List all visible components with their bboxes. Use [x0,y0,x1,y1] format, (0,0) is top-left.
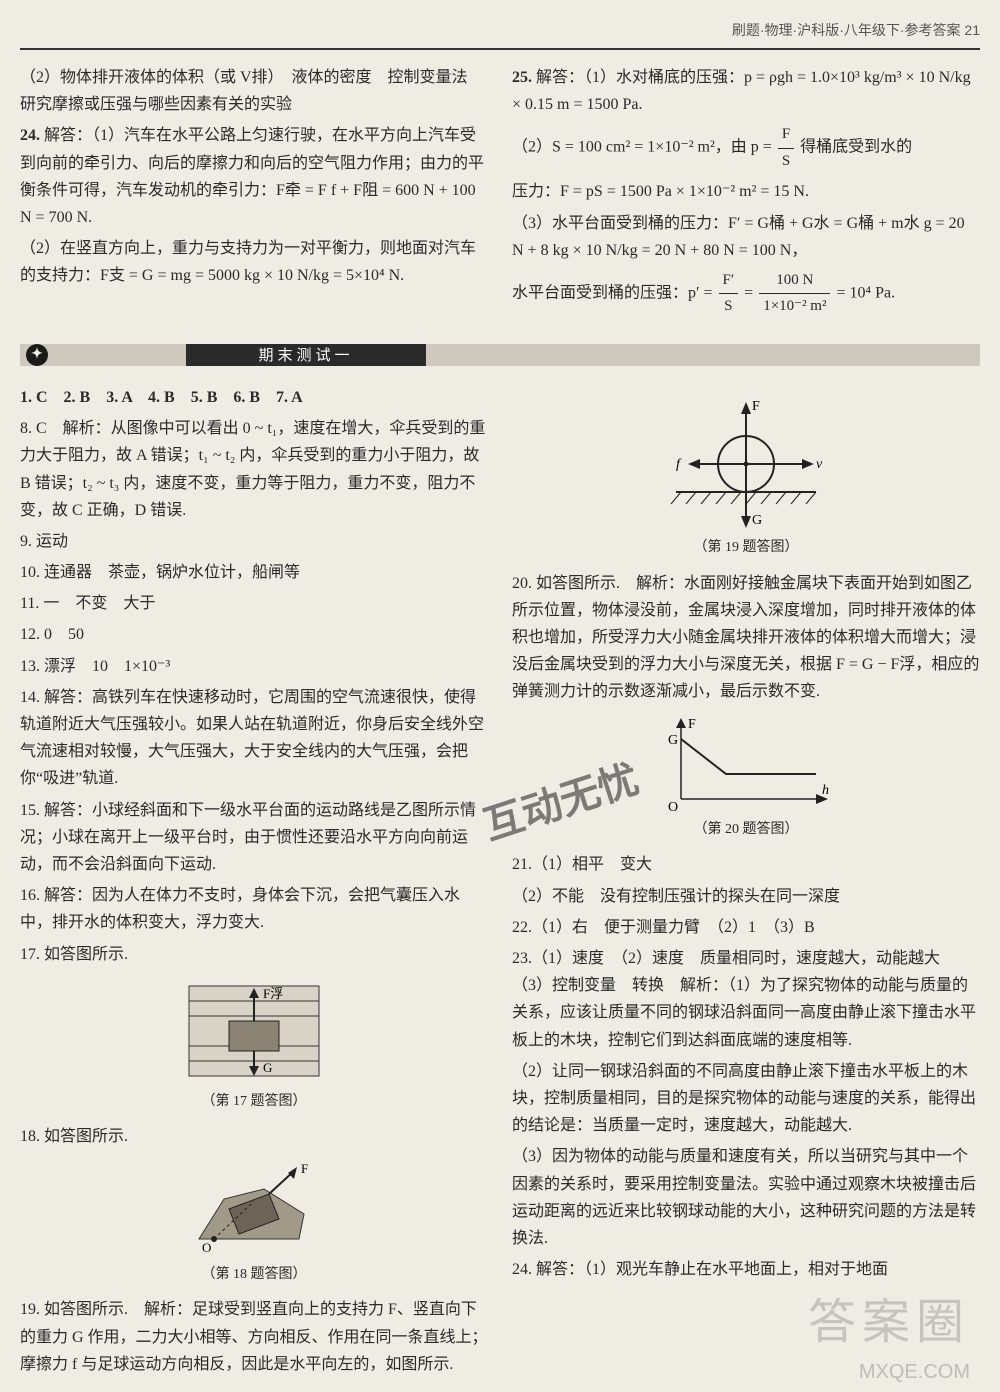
q22: 22.（1）右 便于测量力臂 （2）1 （3）B [512,914,980,941]
fig18-O: O [202,1240,211,1255]
fig20-O: O [668,800,678,814]
fig19-G: G [752,513,762,528]
q11: 11. 一 不变 大于 [20,590,488,617]
fig18-svg: O F [169,1159,339,1259]
fig19-v: v [816,457,823,472]
q19: 19. 如答图所示. 解析：足球受到竖直向上的支持力 F、竖直向下的重力 G 作… [20,1296,488,1378]
right-col: F v f G （第 19 题答图） 20. 如答图所示. 解析：水面刚好接触金… [512,384,980,1382]
fig20-G: G [668,733,678,748]
fig17: F浮 G [20,976,488,1086]
q25-5c: = [744,285,757,302]
running-head-text: 刷题·物理·沪科版·八年级下·参考答案 21 [732,22,980,38]
fig19-F: F [752,399,760,414]
q15: 15. 解答：小球经斜面和下一级水平台面的运动路线是乙图所示情况；小球在离开上一… [20,797,488,879]
q25-5a: 水平台面受到桶的压强：p′ = [512,285,717,302]
q25-5: 水平台面受到桶的压强：p′ = F′ S = 100 N 1×10⁻² m² =… [512,268,980,320]
top-left-col: （2）物体排开液体的体积（或 V排） 液体的密度 控制变量法 研究摩擦或压强与哪… [20,64,488,324]
cap17: （第 17 题答图） [20,1090,488,1114]
fig20-h: h [822,783,829,798]
top-right-col: 25. 解答：（1）水对桶底的压强：p = ρgh = 1.0×10³ kg/m… [512,64,980,324]
item-25: 25. 解答：（1）水对桶底的压强：p = ρgh = 1.0×10³ kg/m… [512,64,980,118]
q23c: （3）因为物体的动能与质量和速度有关，所以当研究与其中一个因素的关系时，要采用控… [512,1143,980,1252]
page: 刷题·物理·沪科版·八年级下·参考答案 21 （2）物体排开液体的体积（或 V排… [0,0,1000,1392]
q25-5d: = 10⁴ Pa. [836,285,895,302]
cap20: （第 20 题答图） [512,818,980,842]
frac-F-over-S: F S [778,122,794,174]
cap19: （第 19 题答图） [512,536,980,560]
q12: 12. 0 50 [20,621,488,648]
section-icon: ✦ [26,344,48,366]
q13: 13. 漂浮 10 1×10⁻³ [20,653,488,680]
fig20: F h G O [512,714,980,814]
q24-text2: （2）在竖直方向上，重力与支持力为一对平衡力，则地面对汽车的支持力：F支 = G… [20,235,488,289]
q25-2a: （2）S = 100 cm² = 1×10⁻² m²，由 p = [512,139,776,156]
section-title: 期末测试一 [186,344,426,366]
q25-num: 25. [512,69,532,86]
q24r: 24. 解答：（1）观光车静止在水平地面上，相对于地面 [512,1256,980,1283]
section-header: ✦ 期末测试一 [20,342,980,368]
q9: 9. 运动 [20,528,488,555]
q23a: 23.（1）速度 （2）速度 质量相同时，速度越大，动能越大 （3）控制变量 转… [512,945,980,1054]
fig18: O F [20,1159,488,1259]
fig17-svg: F浮 G [179,976,329,1086]
main-block: 1. C 2. B 3. A 4. B 5. B 6. B 7. A 8. C … [20,384,980,1382]
fig19-f: f [676,457,682,472]
q10: 10. 连通器 茶壶，锅炉水位计，船闸等 [20,559,488,586]
cap18: （第 18 题答图） [20,1263,488,1287]
q16: 16. 解答：因为人在体力不支时，身体会下沉，会把气囊压入水中，排开水的体积变大… [20,882,488,936]
fig19-svg: F v f G [656,392,836,532]
q8: 8. C 解析：从图像中可以看出 0 ~ t₁，速度在增大，伞兵受到的重力大于阻… [20,415,488,524]
fig17-G: G [263,1060,272,1075]
fig20-F: F [688,717,696,732]
q25-4: （3）水平台面受到桶的压力：F′ = G桶 + G水 = G桶 + m水 g =… [512,210,980,264]
frac-b2: S [719,294,739,320]
q20: 20. 如答图所示. 解析：水面刚好接触金属块下表面开始到如图乙所示位置，物体浸… [512,570,980,706]
frac-t: F [778,122,794,149]
frac-b: S [778,149,794,175]
q24-text1: 解答：（1）汽车在水平公路上匀速行驶，在水平方向上汽车受到向前的牵引力、向后的摩… [20,127,484,226]
q24-num: 24. [20,127,40,144]
fig19: F v f G [512,392,980,532]
left-col: 1. C 2. B 3. A 4. B 5. B 6. B 7. A 8. C … [20,384,488,1382]
q25-2: （2）S = 100 cm² = 1×10⁻² m²，由 p = F S 得桶底… [512,122,980,174]
q21: 21.（1）相平 变大 [512,851,980,878]
section-tail [426,344,980,366]
frac-t2: F′ [719,268,739,295]
frac-b3: 1×10⁻² m² [759,294,830,320]
q14: 14. 解答：高铁列车在快速移动时，它周围的空气流速很快，使得轨道附近大气压强较… [20,684,488,793]
q25-3: 压力：F = pS = 1500 Pa × 1×10⁻² m² = 15 N. [512,178,980,205]
running-head: 刷题·物理·沪科版·八年级下·参考答案 21 [20,20,980,40]
fig20-svg: F h G O [656,714,836,814]
mc-answers: 1. C 2. B 3. A 4. B 5. B 6. B 7. A [20,384,488,411]
q17: 17. 如答图所示. [20,941,488,968]
top-block: （2）物体排开液体的体积（或 V排） 液体的密度 控制变量法 研究摩擦或压强与哪… [20,64,980,324]
frac-Fp-over-S: F′ S [719,268,739,320]
fig18-F: F [301,1161,308,1176]
q21b: （2）不能 没有控制压强计的探头在同一深度 [512,883,980,910]
top-rule [20,48,980,50]
frac-100N: 100 N 1×10⁻² m² [759,268,830,320]
frac-t3: 100 N [759,268,830,295]
item-2: （2）物体排开液体的体积（或 V排） 液体的密度 控制变量法 研究摩擦或压强与哪… [20,64,488,118]
q25-2b: 得桶底受到水的 [800,139,912,156]
q18: 18. 如答图所示. [20,1123,488,1150]
section-lead: ✦ [20,344,186,366]
item-24: 24. 解答：（1）汽车在水平公路上匀速行驶，在水平方向上汽车受到向前的牵引力、… [20,122,488,231]
q23b: （2）让同一钢球沿斜面的不同高度由静止滚下撞击水平板上的木块，控制质量相同，目的… [512,1058,980,1140]
q25-1: 解答：（1）水对桶底的压强：p = ρgh = 1.0×10³ kg/m³ × … [512,69,971,113]
fig17-Ff: F浮 [263,986,283,1001]
